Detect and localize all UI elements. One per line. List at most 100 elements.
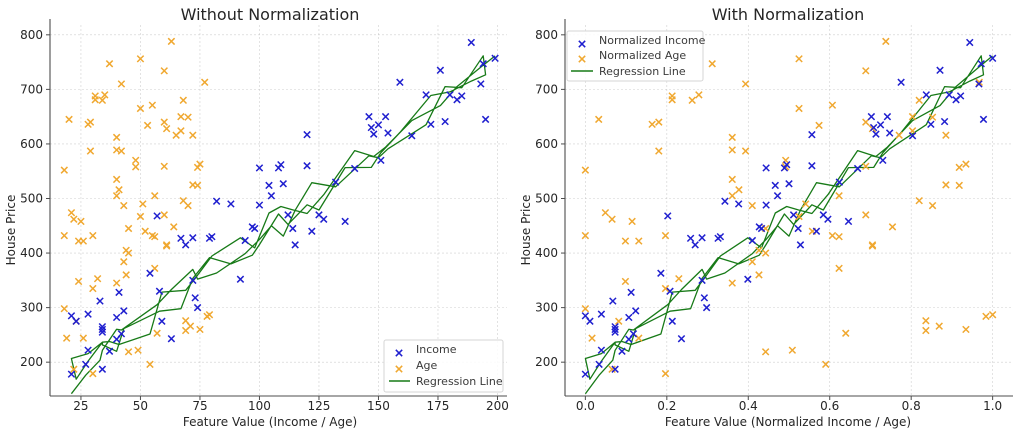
- normalized-income-point: [698, 234, 706, 242]
- income-point: [491, 54, 499, 63]
- income-point: [289, 224, 297, 233]
- income-point: [112, 313, 121, 322]
- normalized-income-point: [586, 317, 594, 325]
- income-point: [96, 297, 104, 305]
- age-point: [112, 279, 121, 287]
- normalized-income-point: [808, 162, 816, 170]
- normalized-age-point: [594, 115, 603, 124]
- normalized-age-point: [922, 316, 930, 325]
- age-point: [117, 80, 126, 88]
- income-point: [319, 215, 328, 223]
- normalized-income-point: [597, 310, 606, 318]
- normalized-age-point: [788, 346, 797, 354]
- age-point: [160, 67, 168, 75]
- y-tick-label: 800: [535, 28, 558, 42]
- age-point: [134, 346, 142, 354]
- legend-label-regression: Regression Line: [416, 375, 503, 388]
- normalized-income-point: [824, 215, 832, 223]
- income-point: [84, 346, 92, 354]
- regression-line: [584, 55, 994, 395]
- y-tick-label: 200: [20, 355, 43, 369]
- legend-x-glyph: [578, 55, 586, 63]
- normalized-age-point: [828, 101, 837, 109]
- age-point: [186, 322, 195, 330]
- age-point: [160, 162, 168, 171]
- income-point: [177, 234, 185, 243]
- y-tick-label: 300: [535, 301, 558, 315]
- legend-label-regression: Regression Line: [599, 65, 686, 78]
- age-point: [74, 277, 83, 286]
- chart-title: Without Normalization: [181, 5, 360, 24]
- age-point: [177, 112, 185, 121]
- normalized-age-point: [708, 60, 716, 68]
- normalized-income-point: [869, 123, 878, 132]
- age-point: [160, 211, 168, 219]
- normalized-age-point: [962, 325, 970, 334]
- normalized-age-point: [801, 200, 810, 208]
- y-tick-label: 700: [535, 82, 558, 96]
- normalized-age-point: [821, 360, 830, 369]
- age-point: [177, 127, 185, 135]
- grid: [565, 25, 1013, 396]
- chart-without-normalization: Without Normalization 25 50 75 100 125 150 175…: [4, 5, 509, 429]
- regression-lines: [70, 55, 496, 395]
- income-point: [284, 211, 292, 219]
- normalized-age-point: [608, 365, 616, 373]
- normalized-age-point: [842, 329, 850, 337]
- x-tick-label: 1.0: [983, 399, 1002, 413]
- legend-box: [383, 339, 504, 393]
- normalized-age-point: [728, 146, 736, 154]
- normalized-income-point: [611, 328, 619, 336]
- normalized-age-point: [862, 162, 870, 171]
- income-point: [84, 310, 92, 318]
- income-point: [72, 317, 80, 325]
- normalized-age-point: [761, 249, 770, 257]
- y-tick-label: 200: [535, 355, 558, 369]
- normalized-income-point: [734, 200, 743, 208]
- age-point: [77, 217, 85, 226]
- y-tick-label: 700: [20, 82, 43, 96]
- normalized-age-point: [728, 279, 736, 287]
- normalized-income-point: [657, 269, 665, 277]
- age-point: [160, 118, 168, 126]
- income-point: [479, 60, 487, 68]
- x-tick-label: 0.2: [657, 399, 676, 413]
- age-point: [162, 241, 171, 249]
- age-point: [124, 249, 133, 257]
- normalized-age-point: [655, 147, 663, 155]
- normalized-income-point: [945, 91, 953, 99]
- normalized-income-point: [771, 181, 780, 190]
- normalized-income-point: [595, 360, 603, 369]
- x-tick-label: 0.6: [820, 399, 839, 413]
- income-point: [115, 288, 123, 297]
- normalized-income-point: [876, 121, 885, 129]
- income-point: [227, 200, 235, 208]
- legend: Normalized Income Normalized Age Regress…: [566, 30, 706, 82]
- normalized-age-point: [755, 246, 763, 255]
- normalized-age-point: [888, 223, 897, 231]
- income-point: [350, 164, 359, 173]
- income-point: [481, 115, 490, 124]
- age-point: [79, 237, 88, 245]
- normalized-age-point: [635, 237, 643, 245]
- age-point: [60, 166, 69, 174]
- normalized-age-point: [962, 160, 970, 168]
- legend-marker-normalized-income: [578, 40, 586, 48]
- normalized-age-point: [621, 277, 630, 286]
- normalized-age-point: [928, 201, 937, 210]
- normalized-age-point: [668, 96, 676, 104]
- normalized-income-point: [773, 192, 782, 200]
- age-point: [70, 365, 78, 373]
- normalized-age-point: [988, 310, 997, 319]
- normalized-age-point: [868, 242, 877, 250]
- x-tick-label: 125: [308, 399, 331, 413]
- age-point: [131, 156, 140, 165]
- normalized-income-point: [897, 78, 905, 87]
- normalized-income-point: [677, 334, 686, 343]
- normalized-age-point: [862, 211, 870, 219]
- age-point: [193, 181, 202, 190]
- normalized-age-point: [748, 201, 757, 210]
- legend-label-normalized-age: Normalized Age: [599, 49, 686, 62]
- age-point: [136, 212, 145, 221]
- y-tick-label: 500: [20, 191, 43, 205]
